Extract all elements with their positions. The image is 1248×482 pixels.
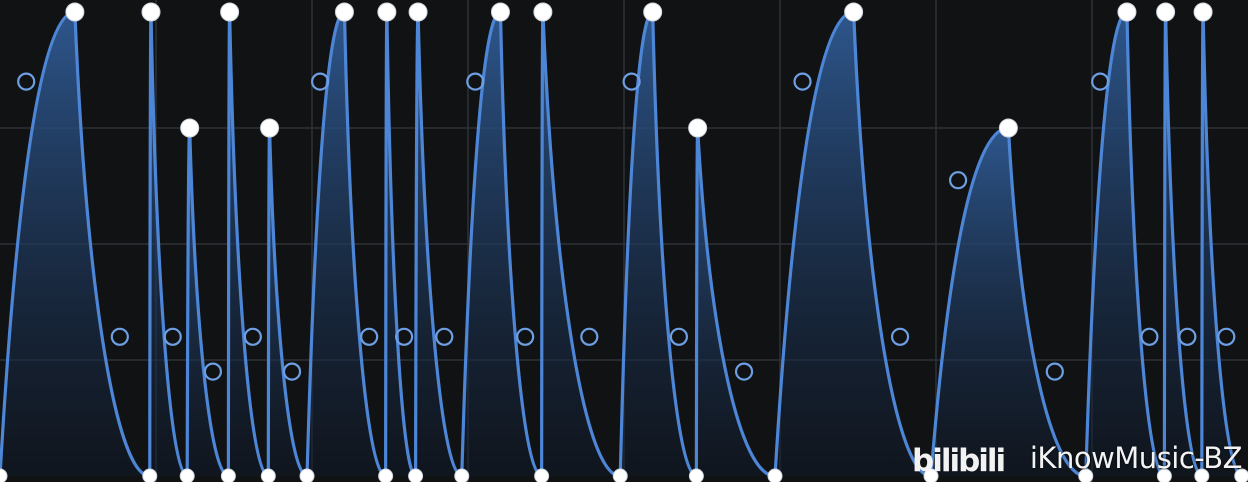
anchor-point[interactable] xyxy=(0,468,8,482)
curve-handle-rise[interactable] xyxy=(1091,72,1110,91)
curve-handle-fall[interactable] xyxy=(1045,362,1064,381)
envelope-fill-segment xyxy=(187,128,229,476)
envelope-fill-segment xyxy=(1164,12,1202,476)
envelope-fill-segment xyxy=(541,12,621,476)
peak-point[interactable] xyxy=(180,118,200,138)
envelope-fill-segment xyxy=(620,12,697,476)
curve-handle-fall[interactable] xyxy=(395,327,414,346)
envelope-fill-segment xyxy=(385,12,416,476)
curve-handle-fall[interactable] xyxy=(890,327,910,346)
curve-handle-fall[interactable] xyxy=(203,362,223,381)
peak-point[interactable] xyxy=(1156,2,1176,22)
anchor-point[interactable] xyxy=(767,468,783,482)
curve-handle-fall[interactable] xyxy=(110,327,129,346)
peak-point[interactable] xyxy=(844,2,864,22)
curve-handle-fall[interactable] xyxy=(580,327,599,346)
curve-handle-fall[interactable] xyxy=(734,362,754,381)
envelope-fill-segment xyxy=(0,12,150,476)
envelope-fill-segment xyxy=(931,128,1086,476)
envelope-fill-segment xyxy=(461,12,542,476)
envelope-fill-segment xyxy=(149,12,188,476)
peak-point[interactable] xyxy=(533,2,553,22)
curve-handle-fall[interactable] xyxy=(1178,327,1197,346)
curve-handle-rise[interactable] xyxy=(466,72,485,91)
anchor-point[interactable] xyxy=(408,468,424,482)
peak-point[interactable] xyxy=(643,2,663,22)
anchor-point[interactable] xyxy=(534,468,550,482)
anchor-point[interactable] xyxy=(299,468,315,482)
anchor-point[interactable] xyxy=(1078,468,1094,482)
peak-point[interactable] xyxy=(408,2,428,22)
peak-point[interactable] xyxy=(688,118,708,138)
curve-handle-fall[interactable] xyxy=(243,327,262,346)
anchor-point[interactable] xyxy=(220,468,236,482)
peak-point[interactable] xyxy=(260,118,280,138)
anchor-point[interactable] xyxy=(454,468,470,482)
curve-handle-rise[interactable] xyxy=(17,72,36,91)
anchor-point[interactable] xyxy=(923,468,939,482)
curve-handle-fall[interactable] xyxy=(163,327,182,346)
curve-handle-rise[interactable] xyxy=(311,72,330,91)
envelope-fill-segment xyxy=(1085,12,1165,476)
curve-handle-fall[interactable] xyxy=(516,327,535,346)
curve-handle-fall[interactable] xyxy=(282,362,302,381)
curve-handle-fall[interactable] xyxy=(1217,327,1236,346)
curve-handle-fall[interactable] xyxy=(360,327,379,346)
curve-handle-fall[interactable] xyxy=(1140,327,1159,346)
anchor-point[interactable] xyxy=(688,468,704,482)
peak-point[interactable] xyxy=(490,2,510,22)
anchor-point[interactable] xyxy=(142,468,158,482)
anchor-point[interactable] xyxy=(378,468,394,482)
anchor-point[interactable] xyxy=(1156,468,1172,482)
peak-point[interactable] xyxy=(65,2,85,22)
envelope-fill-segment xyxy=(228,12,269,476)
anchor-point[interactable] xyxy=(1194,468,1210,482)
peak-point[interactable] xyxy=(1117,2,1137,22)
peak-point[interactable] xyxy=(1193,2,1213,22)
curve-handle-fall[interactable] xyxy=(669,327,689,346)
envelope-fill xyxy=(0,12,1242,476)
anchor-point[interactable] xyxy=(1234,468,1248,482)
anchor-point[interactable] xyxy=(612,468,628,482)
envelope-fill-segment xyxy=(696,128,776,476)
envelope-fill-segment xyxy=(307,12,386,476)
curve-handle-rise[interactable] xyxy=(793,72,812,91)
envelope-fill-segment xyxy=(775,12,932,476)
peak-point[interactable] xyxy=(334,2,354,22)
envelope-fill-segment xyxy=(1201,12,1242,476)
anchor-point[interactable] xyxy=(179,468,195,482)
curve-handle-rise[interactable] xyxy=(622,72,641,91)
peak-point[interactable] xyxy=(377,2,397,22)
envelope-fill-segment xyxy=(268,128,308,476)
curve-handle-fall[interactable] xyxy=(435,327,454,346)
peak-point[interactable] xyxy=(141,2,161,22)
peak-point[interactable] xyxy=(998,118,1018,138)
anchor-point[interactable] xyxy=(260,468,276,482)
envelope-fill-segment xyxy=(415,12,462,476)
peak-point[interactable] xyxy=(220,2,240,22)
curve-handle-rise[interactable] xyxy=(948,171,968,190)
